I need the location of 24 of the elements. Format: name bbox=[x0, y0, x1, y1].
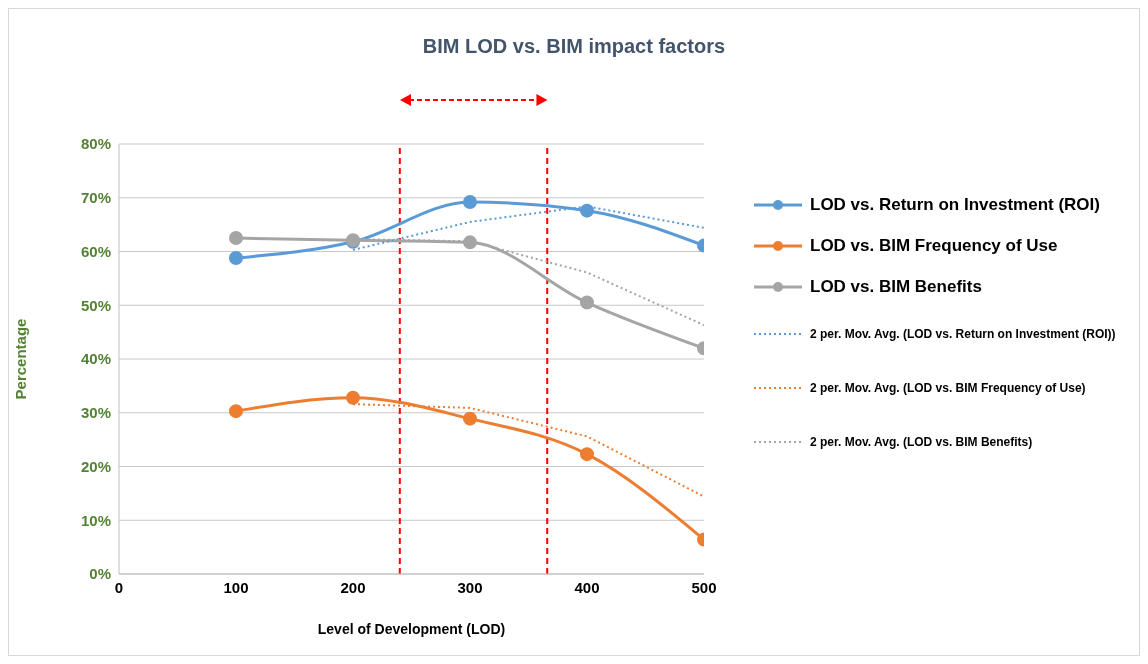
x-tick-label: 500 bbox=[691, 578, 717, 596]
y-tick-label: 10% bbox=[80, 511, 111, 529]
y-tick-label: 80% bbox=[80, 135, 111, 153]
y-tick-label: 0% bbox=[89, 565, 111, 583]
y-tick-label: 70% bbox=[80, 189, 111, 207]
chart-title: BIM LOD vs. BIM impact factors bbox=[421, 35, 727, 58]
legend-label: LOD vs. Return on Investment (ROI) bbox=[810, 194, 1100, 215]
x-axis-title: Level of Development (LOD) bbox=[317, 621, 506, 637]
y-tick-label: 50% bbox=[80, 296, 111, 314]
x-tick-label: 100 bbox=[223, 578, 249, 596]
legend-label: LOD vs. BIM Benefits bbox=[810, 276, 982, 297]
y-tick-label: 60% bbox=[80, 242, 111, 260]
x-tick-label: 400 bbox=[574, 578, 600, 596]
y-tick-label: 30% bbox=[80, 404, 111, 422]
legend-label: 2 per. Mov. Avg. (LOD vs. Return on Investment (ROI)) bbox=[810, 327, 1116, 341]
x-tick-label: 300 bbox=[457, 578, 483, 596]
y-axis-title: Percentage bbox=[12, 318, 30, 400]
legend-label: 2 per. Mov. Avg. (LOD vs. BIM Benefits) bbox=[810, 435, 1033, 449]
y-tick-label: 40% bbox=[80, 350, 111, 368]
x-tick-label: 0 bbox=[114, 578, 124, 596]
x-tick-label: 200 bbox=[340, 578, 366, 596]
legend-label: 2 per. Mov. Avg. (LOD vs. BIM Frequency of Use) bbox=[810, 381, 1086, 395]
y-tick-label: 20% bbox=[80, 457, 111, 475]
legend-label: LOD vs. BIM Frequency of Use bbox=[810, 235, 1058, 256]
